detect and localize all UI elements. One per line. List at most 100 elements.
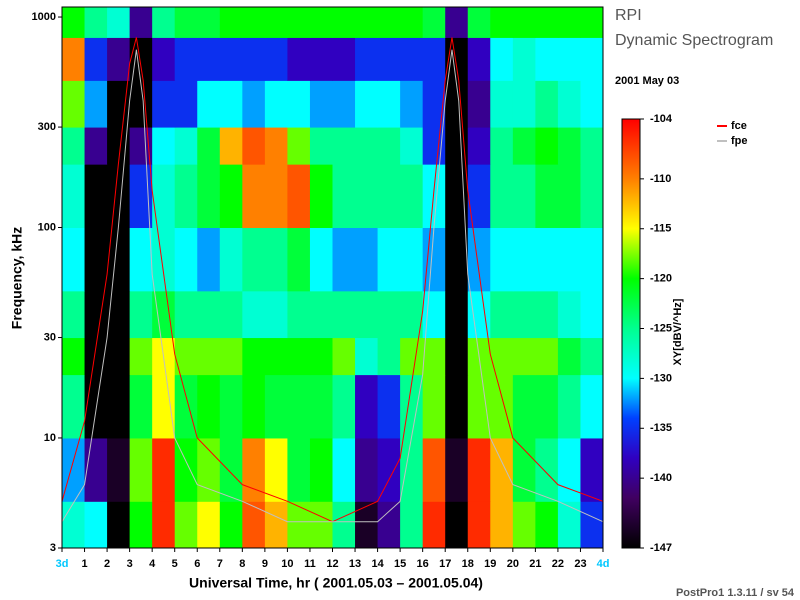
heatmap-cell bbox=[287, 80, 311, 128]
heatmap-cell bbox=[264, 127, 288, 165]
heatmap-cell bbox=[197, 374, 221, 439]
heatmap-cell bbox=[445, 437, 469, 502]
heatmap-cell bbox=[174, 437, 198, 502]
heatmap-cell bbox=[264, 501, 288, 549]
y-axis-label: Frequency, kHz bbox=[9, 227, 25, 329]
heatmap-cell bbox=[219, 501, 243, 549]
heatmap-cell bbox=[467, 164, 491, 228]
heatmap-cell bbox=[174, 127, 198, 165]
heatmap-cell bbox=[219, 437, 243, 502]
heatmap-cell bbox=[580, 374, 604, 439]
heatmap-cell bbox=[422, 227, 446, 292]
x-tick-label: 18 bbox=[462, 558, 474, 570]
heatmap-cell bbox=[107, 80, 131, 128]
heatmap-cell bbox=[377, 501, 401, 549]
heatmap-cell bbox=[422, 80, 446, 128]
heatmap-cell bbox=[332, 127, 356, 165]
heatmap-cell bbox=[219, 337, 243, 376]
heatmap-cell bbox=[129, 80, 153, 128]
heatmap-cell bbox=[152, 164, 176, 228]
heatmap-cell bbox=[219, 37, 243, 81]
heatmap-cell bbox=[264, 337, 288, 376]
heatmap-cell bbox=[197, 437, 221, 502]
heatmap-cell bbox=[422, 337, 446, 376]
heatmap-cell bbox=[377, 337, 401, 376]
heatmap-cell bbox=[242, 80, 266, 128]
heatmap-cell bbox=[490, 127, 514, 165]
colorbar-tick-label: -104 bbox=[650, 113, 673, 125]
heatmap-cell bbox=[84, 501, 108, 549]
x-tick-label: 20 bbox=[507, 558, 519, 570]
heatmap-cell bbox=[557, 290, 581, 339]
heatmap-cell bbox=[219, 127, 243, 165]
heatmap-cell bbox=[535, 37, 559, 81]
heatmap-cell bbox=[152, 227, 176, 292]
heatmap-cell bbox=[84, 290, 108, 339]
x-tick-label: 4 bbox=[149, 558, 156, 570]
heatmap-cell bbox=[152, 7, 176, 38]
heatmap-cell bbox=[84, 127, 108, 165]
heatmap-cell bbox=[557, 127, 581, 165]
heatmap-cell bbox=[62, 164, 86, 228]
heatmap-cell bbox=[264, 227, 288, 292]
heatmap-cell bbox=[107, 290, 131, 339]
heatmap-cell bbox=[174, 374, 198, 439]
curve bbox=[61, 49, 604, 523]
x-tick-label: 7 bbox=[217, 558, 223, 570]
heatmap-cell bbox=[62, 374, 86, 439]
heatmap-cell bbox=[332, 374, 356, 439]
heatmap-cell bbox=[242, 127, 266, 165]
heatmap-cell bbox=[355, 227, 379, 292]
heatmap-cell bbox=[490, 227, 514, 292]
heatmap-cell bbox=[377, 80, 401, 128]
heatmap-cell bbox=[197, 37, 221, 81]
heatmap-cell bbox=[400, 37, 424, 81]
heatmap-cell bbox=[242, 374, 266, 439]
heatmap-cell bbox=[445, 127, 469, 165]
heatmap-cell bbox=[332, 227, 356, 292]
x-tick-label: 3 bbox=[127, 558, 133, 570]
heatmap-cell bbox=[309, 374, 333, 439]
heatmap-cell bbox=[580, 80, 604, 128]
heatmap-cell bbox=[287, 374, 311, 439]
heatmap-cell bbox=[287, 127, 311, 165]
heatmap-cell bbox=[467, 437, 491, 502]
heatmap-cell bbox=[62, 127, 86, 165]
heatmap-cell bbox=[580, 501, 604, 549]
heatmap-cell bbox=[400, 227, 424, 292]
heatmap-cell bbox=[377, 7, 401, 38]
heatmap-cell bbox=[129, 337, 153, 376]
colorbar-tick-label: -135 bbox=[650, 422, 672, 434]
heatmap-cell bbox=[512, 37, 536, 81]
x-tick-label: 11 bbox=[304, 558, 316, 570]
heatmap-cell bbox=[512, 7, 536, 38]
heatmap-cell bbox=[197, 164, 221, 228]
x-tick-label: 2 bbox=[104, 558, 110, 570]
heatmap-cell bbox=[535, 80, 559, 128]
heatmap-cell bbox=[400, 337, 424, 376]
heatmap-cell bbox=[219, 374, 243, 439]
heatmap-cell bbox=[445, 501, 469, 549]
y-tick-label: 30 bbox=[44, 331, 56, 343]
heatmap-cell bbox=[62, 80, 86, 128]
chart-title: RPI bbox=[615, 7, 642, 24]
heatmap-cell bbox=[467, 80, 491, 128]
heatmap-cell bbox=[197, 501, 221, 549]
heatmap-cell bbox=[129, 37, 153, 81]
heatmap-cell bbox=[219, 7, 243, 38]
heatmap-cell bbox=[377, 164, 401, 228]
heatmap-cell bbox=[355, 164, 379, 228]
heatmap-cell bbox=[490, 7, 514, 38]
heatmap-cell bbox=[152, 374, 176, 439]
x-tick-label: 12 bbox=[326, 558, 338, 570]
heatmap-cell bbox=[287, 337, 311, 376]
heatmap-cell bbox=[557, 7, 581, 38]
heatmap-cell bbox=[535, 7, 559, 38]
heatmap-cell bbox=[174, 164, 198, 228]
footer: PostPro1 1.3.11 / sv 54 bbox=[676, 587, 795, 599]
heatmap-cell bbox=[377, 290, 401, 339]
heatmap-cell bbox=[512, 501, 536, 549]
heatmap-cell bbox=[332, 337, 356, 376]
heatmap-cell bbox=[580, 164, 604, 228]
heatmap-cell bbox=[422, 164, 446, 228]
